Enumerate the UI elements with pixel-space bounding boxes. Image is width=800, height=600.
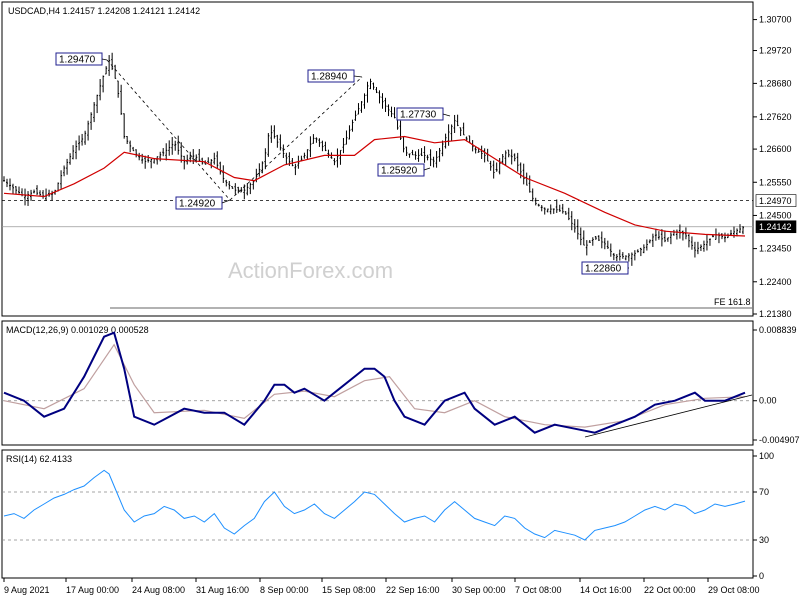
price-tick-4: 1.26600 [759, 144, 792, 154]
x-tick-11: 29 Oct 08:00 [708, 585, 760, 595]
price-tick-2: 1.28680 [759, 78, 792, 88]
price-tick-0: 1.30700 [759, 15, 792, 25]
price-highlight-box-0 [755, 194, 797, 207]
annotation-leader-1 [221, 199, 231, 204]
price-tick-6: 1.24500 [759, 210, 792, 220]
swing-dashed-2 [229, 76, 363, 201]
macd-layer [2, 331, 753, 438]
macd-signal-line [3, 343, 746, 428]
rsi-tick-0: 100 [759, 451, 774, 461]
price-candles [3, 52, 744, 266]
price-tick-8: 1.22400 [759, 277, 792, 287]
rsi-layer [2, 469, 753, 541]
x-axis: 9 Aug 2021 17 Aug 00:00 24 Aug 08:00 31 Aug… [3, 578, 760, 595]
x-tick-8: 7 Oct 08:00 [515, 585, 562, 595]
annotation-label-4: 1.25920 [381, 166, 418, 177]
x-tick-9: 14 Oct 16:00 [580, 585, 632, 595]
price-highlight-0: 1.24970 [759, 196, 792, 206]
rsi-tick-1: 70 [759, 487, 769, 497]
rsi-title: RSI(14) 62.4133 [6, 454, 72, 464]
macd-trendline [584, 394, 753, 438]
rsi-panel [1, 449, 754, 579]
macd-panel [1, 320, 754, 446]
annotation-label-3: 1.27730 [400, 110, 437, 121]
macd-axis: 0.008839 0.00 -0.004907 [753, 325, 800, 445]
macd-line [3, 331, 746, 434]
annotation-label-2: 1.28940 [311, 72, 348, 83]
price-annotations: 1.29470 1.24920 1.28940 1.27730 1.25920 1.228… [55, 52, 629, 275]
macd-tick-1: 0.00 [759, 396, 777, 406]
annotation-leader-4 [423, 167, 431, 171]
price-tick-7: 1.23450 [759, 244, 792, 254]
price-tick-5: 1.25550 [759, 177, 792, 187]
watermark: ActionForex.com [228, 258, 393, 283]
x-tick-7: 30 Sep 00:00 [452, 585, 506, 595]
annotation-label-5: 1.22860 [585, 264, 622, 275]
annotation-label-0: 1.29470 [59, 55, 96, 66]
annotation-leader-2 [353, 75, 363, 78]
price-highlight-1: 1.24142 [759, 222, 792, 232]
macd-tick-2: -0.004907 [759, 435, 800, 445]
x-tick-2: 24 Aug 08:00 [132, 585, 185, 595]
annotation-leader-3 [442, 113, 451, 117]
x-tick-5: 15 Sep 08:00 [322, 585, 376, 595]
fe-label: FE 161.8 [714, 297, 751, 307]
annotation-leader-0 [101, 58, 108, 61]
x-tick-4: 8 Sep 00:00 [260, 585, 309, 595]
macd-tick-0: 0.008839 [759, 325, 797, 335]
annotation-label-1: 1.24920 [179, 199, 216, 210]
symbol-header: USDCAD,H4 1.24157 1.24208 1.24121 1.2414… [8, 6, 200, 16]
macd-title: MACD(12,26,9) 0.001029 0.000528 [6, 325, 149, 335]
price-highlight-box-1 [755, 220, 797, 234]
price-levels: FE 161.8 [2, 200, 753, 309]
swing-dashed-1 [106, 59, 231, 201]
x-tick-0: 9 Aug 2021 [4, 585, 50, 595]
x-tick-6: 22 Sep 16:00 [386, 585, 440, 595]
price-tick-3: 1.27620 [759, 112, 792, 122]
rsi-axis: 100 70 30 0 [753, 451, 774, 581]
moving-average-line [3, 135, 746, 237]
x-tick-1: 17 Aug 00:00 [66, 585, 119, 595]
x-tick-10: 22 Oct 00:00 [644, 585, 696, 595]
rsi-tick-2: 30 [759, 535, 769, 545]
x-tick-3: 31 Aug 16:00 [196, 585, 249, 595]
rsi-line [3, 469, 746, 541]
price-axis: 1.30700 1.29720 1.28680 1.27620 1.26600 1.255… [753, 15, 797, 319]
rsi-tick-3: 0 [759, 571, 764, 581]
price-tick-1: 1.29720 [759, 46, 792, 56]
price-tick-9: 1.21380 [759, 309, 792, 319]
